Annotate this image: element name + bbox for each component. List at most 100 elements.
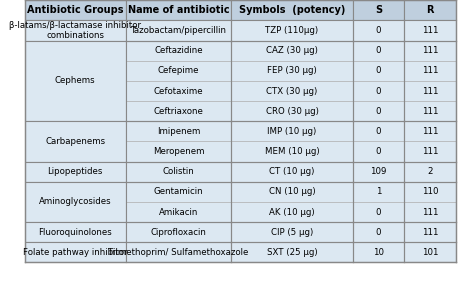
Text: CAZ (30 μg): CAZ (30 μg) <box>266 46 318 55</box>
Text: 0: 0 <box>376 228 381 237</box>
Text: CT (10 μg): CT (10 μg) <box>269 167 315 176</box>
Bar <box>353 81 404 101</box>
Text: 111: 111 <box>422 107 438 116</box>
Bar <box>231 101 353 121</box>
Bar <box>126 41 231 61</box>
Text: 0: 0 <box>376 208 381 216</box>
Bar <box>353 101 404 121</box>
Bar <box>404 41 456 61</box>
Text: 111: 111 <box>422 228 438 237</box>
Text: Trimethoprim/ Sulfamethoxazole: Trimethoprim/ Sulfamethoxazole <box>109 248 249 257</box>
Text: 111: 111 <box>422 147 438 156</box>
Bar <box>126 202 231 222</box>
Text: 109: 109 <box>370 167 387 176</box>
Bar <box>231 162 353 182</box>
Bar <box>353 20 404 41</box>
Text: MEM (10 μg): MEM (10 μg) <box>264 147 319 156</box>
Bar <box>353 202 404 222</box>
Bar <box>353 222 404 242</box>
Text: Antibiotic Groups: Antibiotic Groups <box>27 5 123 15</box>
Text: 10: 10 <box>373 248 384 257</box>
Text: 111: 111 <box>422 46 438 55</box>
Text: 0: 0 <box>376 87 381 95</box>
Text: Aminoglycosides: Aminoglycosides <box>39 197 111 206</box>
Text: Amikacin: Amikacin <box>159 208 198 216</box>
Bar <box>126 121 231 141</box>
Bar <box>231 182 353 202</box>
Bar <box>126 182 231 202</box>
Text: FEP (30 μg): FEP (30 μg) <box>267 66 317 75</box>
Text: Name of antibiotic: Name of antibiotic <box>128 5 229 15</box>
Text: Tazobactam/pipercillin: Tazobactam/pipercillin <box>130 26 227 35</box>
Bar <box>404 101 456 121</box>
Bar <box>231 121 353 141</box>
Text: Gentamicin: Gentamicin <box>154 187 203 196</box>
Text: Ceftriaxone: Ceftriaxone <box>154 107 203 116</box>
Bar <box>25 182 126 222</box>
Bar <box>353 162 404 182</box>
Bar <box>231 141 353 162</box>
Bar <box>231 41 353 61</box>
Bar <box>231 20 353 41</box>
Text: 111: 111 <box>422 26 438 35</box>
Text: Imipenem: Imipenem <box>157 127 200 136</box>
Bar <box>353 41 404 61</box>
Bar <box>25 121 126 162</box>
Bar <box>126 162 231 182</box>
Bar <box>404 20 456 41</box>
Text: S: S <box>375 5 382 15</box>
Bar <box>25 242 126 262</box>
Bar <box>25 162 126 182</box>
Text: Carbapenems: Carbapenems <box>45 137 105 146</box>
Text: 0: 0 <box>376 66 381 75</box>
Text: Cephems: Cephems <box>55 76 96 85</box>
Bar <box>404 182 456 202</box>
Bar <box>231 222 353 242</box>
Bar <box>231 202 353 222</box>
Bar <box>126 0 231 20</box>
Text: 110: 110 <box>422 187 438 196</box>
Text: 0: 0 <box>376 46 381 55</box>
Bar <box>126 61 231 81</box>
Text: 0: 0 <box>376 127 381 136</box>
Bar <box>25 20 126 41</box>
Bar <box>353 141 404 162</box>
Bar <box>404 141 456 162</box>
Text: 111: 111 <box>422 87 438 95</box>
Bar <box>353 242 404 262</box>
Text: 111: 111 <box>422 66 438 75</box>
Text: 0: 0 <box>376 26 381 35</box>
Text: Ciprofloxacin: Ciprofloxacin <box>151 228 207 237</box>
Bar <box>353 121 404 141</box>
Bar <box>231 61 353 81</box>
Bar <box>25 0 126 20</box>
Bar <box>353 0 404 20</box>
Bar <box>25 222 126 242</box>
Bar <box>404 61 456 81</box>
Text: CTX (30 μg): CTX (30 μg) <box>266 87 318 95</box>
Bar <box>404 0 456 20</box>
Text: 1: 1 <box>376 187 381 196</box>
Text: R: R <box>427 5 434 15</box>
Text: SXT (25 μg): SXT (25 μg) <box>267 248 317 257</box>
Text: Symbols  (potency): Symbols (potency) <box>239 5 345 15</box>
Bar <box>126 20 231 41</box>
Bar <box>404 242 456 262</box>
Bar <box>231 242 353 262</box>
Text: Ceftazidine: Ceftazidine <box>154 46 203 55</box>
Bar <box>404 202 456 222</box>
Text: CIP (5 μg): CIP (5 μg) <box>271 228 313 237</box>
Text: 2: 2 <box>428 167 433 176</box>
Bar <box>404 121 456 141</box>
Text: Colistin: Colistin <box>163 167 194 176</box>
Text: CN (10 μg): CN (10 μg) <box>269 187 315 196</box>
Bar <box>231 81 353 101</box>
Text: 0: 0 <box>376 107 381 116</box>
Bar <box>126 242 231 262</box>
Bar <box>126 222 231 242</box>
Text: TZP (110μg): TZP (110μg) <box>265 26 319 35</box>
Text: CRO (30 μg): CRO (30 μg) <box>265 107 319 116</box>
Bar <box>25 41 126 121</box>
Text: β-latams/β-lactamase inhibitor
combinations: β-latams/β-lactamase inhibitor combinati… <box>9 21 141 40</box>
Text: 0: 0 <box>376 147 381 156</box>
